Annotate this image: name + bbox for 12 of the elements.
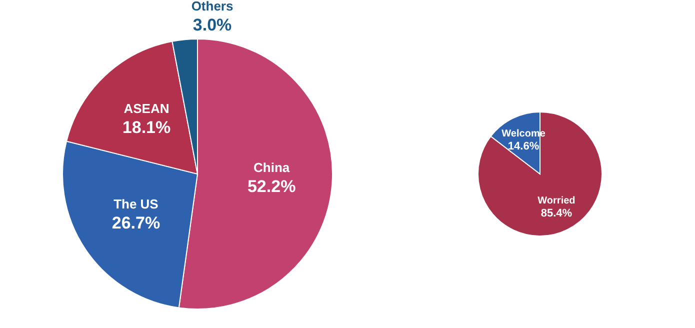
data-label: 85.4% — [540, 207, 572, 220]
slice-label: Others — [191, 0, 234, 14]
data-label: 3.0% — [192, 16, 232, 35]
pie-slice — [478, 112, 602, 236]
data-label: 52.2% — [247, 177, 296, 196]
data-label: 14.6% — [508, 140, 540, 153]
data-label: 26.7% — [112, 214, 160, 233]
data-label: 18.1% — [122, 118, 171, 138]
slice-label: The US — [114, 196, 159, 212]
slice-label: ASEAN — [124, 101, 170, 116]
slice-label: Worried — [538, 195, 576, 206]
slice-label: China — [254, 160, 290, 176]
